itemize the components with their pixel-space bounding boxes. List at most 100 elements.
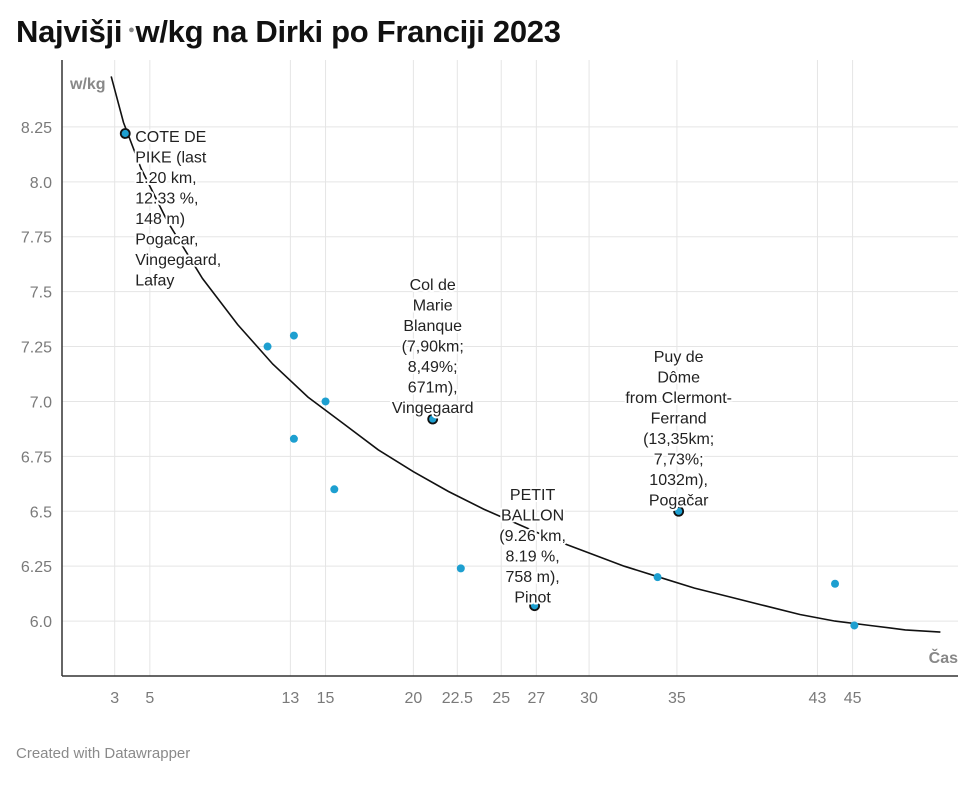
annotation-line: Puy de xyxy=(654,349,704,366)
annotation-halo: 148 m) xyxy=(135,211,185,228)
annotation-line: Pogacar, xyxy=(135,232,198,249)
highlighted-point xyxy=(119,128,131,139)
x-tick-label: 3 xyxy=(110,690,119,707)
trend-curve-layer xyxy=(110,76,941,633)
annotation-halo: Ferrand xyxy=(651,411,707,428)
annotation-halo: Marie xyxy=(413,298,453,315)
y-tick-label: 6.0 xyxy=(30,614,52,631)
annotation-halo: 671m), xyxy=(408,380,458,397)
annotation-line: PETIT xyxy=(510,487,556,504)
data-point xyxy=(850,621,859,630)
annotation-halo: (7,90km; xyxy=(402,339,464,356)
annotation-halo: Pinot xyxy=(514,590,551,607)
x-tick-label: 13 xyxy=(281,690,299,707)
y-axis-title: w/kg xyxy=(69,76,106,93)
x-tick-label: 5 xyxy=(145,690,154,707)
data-point xyxy=(263,342,272,351)
grid-lines xyxy=(62,60,958,676)
annotation-line: Pinot xyxy=(514,590,551,607)
annotation-line: Lafay xyxy=(135,273,174,290)
x-tick-label: 45 xyxy=(844,690,862,707)
annotation-line: 671m), xyxy=(408,380,458,397)
annotation-halo: 1032m), xyxy=(649,472,708,489)
annotation-line: Vingegaard xyxy=(392,400,474,417)
x-axis-title: Čas xyxy=(929,648,958,667)
annotation-halo: Puy de xyxy=(654,349,704,366)
x-tick-label: 20 xyxy=(404,690,422,707)
annotation-line: 8,49%; xyxy=(408,359,458,376)
data-point xyxy=(289,434,298,443)
highlighted-point xyxy=(673,505,685,517)
annotation-halo: Pogacar, xyxy=(135,232,198,249)
annotation-halo: from Clermont- xyxy=(625,390,732,407)
annotation-halo: 758 m), xyxy=(505,569,559,586)
annotation-halo: Vingegaard xyxy=(392,400,474,417)
axes: 3 5 13 15 20 22.5 25 27 30 35 43 456.06.256.56.757.… xyxy=(21,60,958,707)
annotation-line: COTE DE xyxy=(135,129,206,146)
annotation-line: Dôme xyxy=(657,370,700,387)
chart-title-part-2: w/kg na Dirki po Franciji 2023 xyxy=(135,14,561,49)
annotation-halo: Pogačar xyxy=(649,493,709,510)
title-marker-icon: ● xyxy=(128,24,135,36)
annotation-line: from Clermont- xyxy=(625,390,732,407)
y-tick-label: 6.75 xyxy=(21,449,52,466)
annotation-halo: PETIT xyxy=(510,487,556,504)
annotation-halo: (13,35km; xyxy=(643,431,714,448)
highlighted-point xyxy=(427,413,439,425)
annotation-line: 8.19 %, xyxy=(505,549,559,566)
x-tick-label: 15 xyxy=(317,690,335,707)
y-tick-label: 8.25 xyxy=(21,120,52,137)
y-tick-label: 7.25 xyxy=(21,340,52,357)
annotation-halo: Col de xyxy=(410,277,456,294)
points-layer xyxy=(119,128,859,630)
annotation-line: (9.26 km, xyxy=(499,528,566,545)
chart-title-part-1: Najvišji xyxy=(16,14,123,49)
data-point xyxy=(456,564,465,573)
annotation-halo: 7,73%; xyxy=(654,452,704,469)
y-tick-label: 7.0 xyxy=(30,394,52,411)
annotation-line: BALLON xyxy=(501,508,564,525)
y-tick-label: 6.5 xyxy=(30,504,52,521)
annotation-line: 1.20 km, xyxy=(135,170,196,187)
data-point xyxy=(289,331,298,340)
annotation-halo: COTE DE xyxy=(135,129,206,146)
highlighted-point xyxy=(529,600,540,612)
annotation-line: 1032m), xyxy=(649,472,708,489)
x-tick-label: 22.5 xyxy=(442,690,473,707)
annotation-line: (7,90km; xyxy=(402,339,464,356)
x-tick-label: 35 xyxy=(668,690,686,707)
x-tick-label: 25 xyxy=(492,690,510,707)
annotation-line: Col de xyxy=(410,277,456,294)
annotation-halo: Lafay xyxy=(135,273,174,290)
annotation-line: (13,35km; xyxy=(643,431,714,448)
annotation-line: Blanque xyxy=(403,318,462,335)
annotation-line: 7,73%; xyxy=(654,452,704,469)
trend-curve xyxy=(110,76,941,633)
footer-credit: Created with Datawrapper xyxy=(16,745,191,762)
annotation-halo: Vingegaard, xyxy=(135,252,221,269)
annotation-line: PIKE (last xyxy=(135,150,207,167)
y-tick-label: 7.5 xyxy=(30,285,52,302)
annotation-halo: PIKE (last xyxy=(135,150,207,167)
annotation-line: Ferrand xyxy=(651,411,707,428)
annotation-halo: Blanque xyxy=(403,318,462,335)
data-point xyxy=(653,573,662,582)
annotation-halo: 1.20 km, xyxy=(135,170,196,187)
annotation-line: 758 m), xyxy=(505,569,559,586)
y-tick-label: 6.25 xyxy=(21,559,52,576)
data-point xyxy=(321,397,330,406)
annotation-line: Vingegaard, xyxy=(135,252,221,269)
annotation-line: Marie xyxy=(413,298,453,315)
annotation-halo: Dôme xyxy=(657,370,700,387)
annotation-halo: 8,49%; xyxy=(408,359,458,376)
chart-title: Najvišji ●w/kg na Dirki po Franciji 2023 xyxy=(16,14,561,50)
annotation-line: 12.33 %, xyxy=(135,191,198,208)
x-tick-label: 27 xyxy=(527,690,545,707)
x-tick-label: 43 xyxy=(809,690,827,707)
annotation-line: Pogačar xyxy=(649,493,709,510)
annotation-halo: 8.19 %, xyxy=(505,549,559,566)
data-point xyxy=(831,579,840,588)
annotation-line: 148 m) xyxy=(135,211,185,228)
